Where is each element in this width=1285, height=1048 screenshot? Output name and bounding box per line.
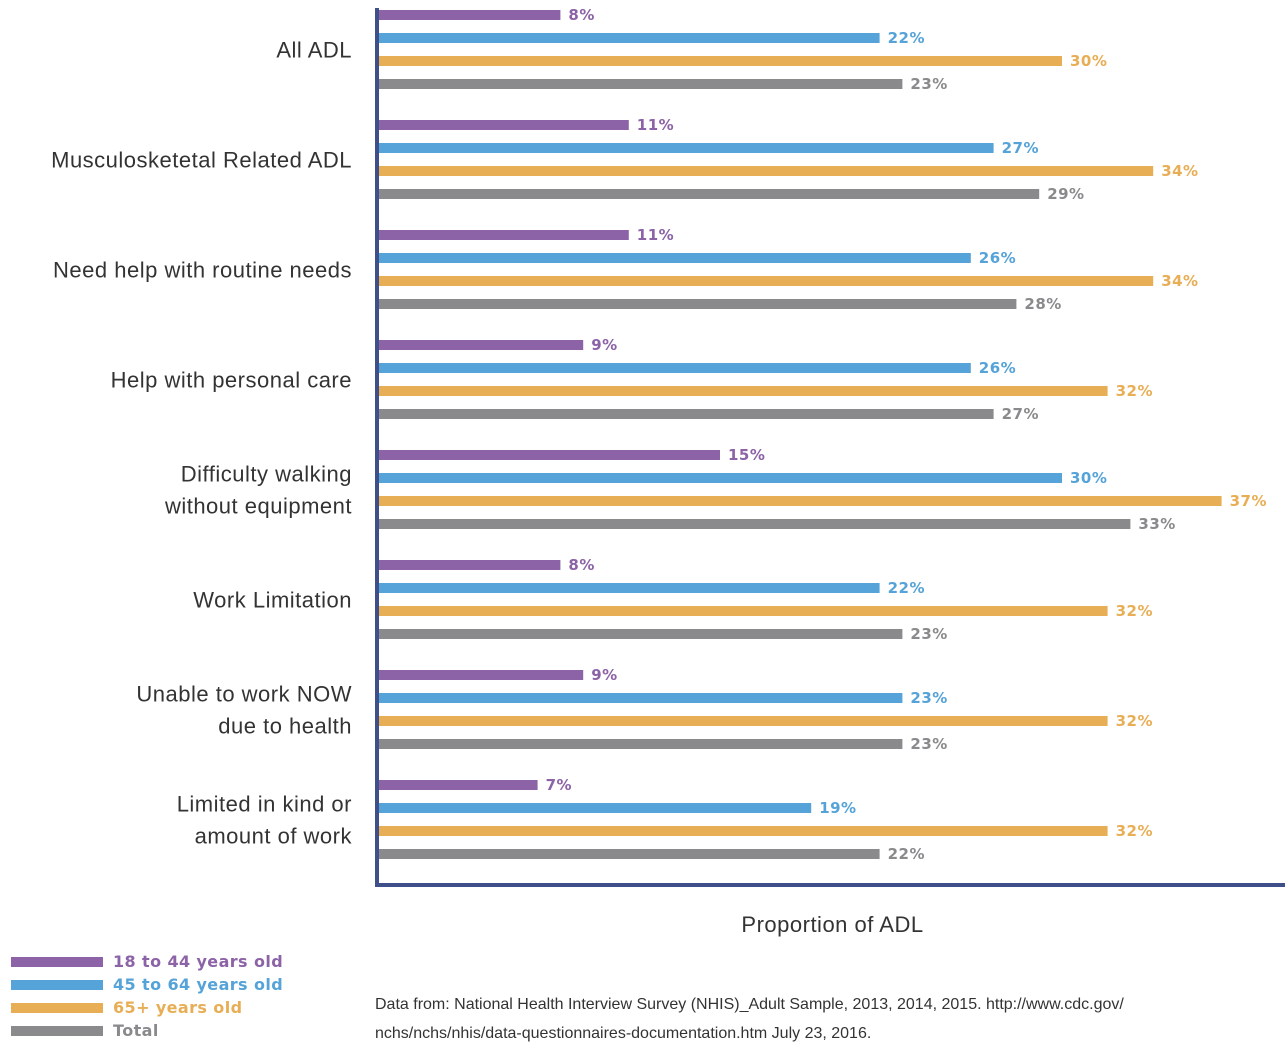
bar: [378, 409, 994, 419]
legend: 18 to 44 years old 45 to 64 years old 65…: [11, 950, 283, 1042]
bar: [378, 560, 561, 570]
data-label: 9%: [591, 336, 617, 354]
bar: [378, 739, 903, 749]
data-label: 32%: [1116, 602, 1153, 620]
category-label: Difficulty walking: [181, 462, 352, 487]
legend-label-45-64: 45 to 64 years old: [113, 975, 284, 994]
bar: [378, 166, 1154, 176]
legend-item-65-plus: 65+ years old: [11, 996, 283, 1019]
bar: [378, 780, 538, 790]
data-label: 8%: [568, 6, 594, 24]
bar: [378, 299, 1017, 309]
legend-swatch-65-plus: [11, 1002, 103, 1013]
category-label: Limited in kind or: [177, 792, 352, 817]
data-label: 27%: [1002, 139, 1039, 157]
data-label: 26%: [979, 359, 1016, 377]
data-label: 22%: [888, 845, 925, 863]
bar: [378, 10, 561, 20]
category-label: Help with personal care: [111, 368, 352, 393]
data-label: 22%: [888, 29, 925, 47]
category-label: Musculosketetal Related ADL: [51, 148, 352, 173]
bar: [378, 606, 1108, 616]
bar: [378, 519, 1131, 529]
data-label: 32%: [1116, 712, 1153, 730]
legend-swatch-total: [11, 1025, 103, 1036]
data-label: 22%: [888, 579, 925, 597]
data-label: 19%: [819, 799, 856, 817]
bar: [378, 826, 1108, 836]
data-label: 34%: [1161, 162, 1198, 180]
bar-chart: All ADL 8% 22% 30% 23% Musculosketetal Relate…: [51, 6, 1285, 887]
data-label: 33%: [1138, 515, 1175, 533]
bar: [378, 670, 584, 680]
bar: [378, 583, 880, 593]
data-label: 7%: [546, 776, 572, 794]
bar: [378, 473, 1062, 483]
legend-swatch-18-44: [11, 956, 103, 967]
data-label: 37%: [1230, 492, 1267, 510]
category-label: All ADL: [276, 38, 352, 63]
data-label: 32%: [1116, 822, 1153, 840]
bar: [378, 716, 1108, 726]
source-line-1: Data from: National Health Interview Sur…: [375, 996, 1124, 1013]
bar: [378, 386, 1108, 396]
bar: [378, 693, 903, 703]
bar: [378, 496, 1222, 506]
source-line-2: nchs/nchs/nhis/data-questionnaires-docum…: [375, 1025, 872, 1042]
x-axis-title: Proportion of ADL: [741, 912, 924, 937]
legend-swatch-45-64: [11, 979, 103, 990]
data-label: 28%: [1024, 295, 1061, 313]
data-label: 32%: [1116, 382, 1153, 400]
legend-item-total: Total: [11, 1019, 283, 1042]
data-label: 8%: [568, 556, 594, 574]
bar: [378, 143, 994, 153]
legend-label-65-plus: 65+ years old: [113, 998, 243, 1017]
category-label: amount of work: [195, 824, 353, 849]
bar: [378, 230, 629, 240]
data-label: 30%: [1070, 52, 1107, 70]
bar: [378, 189, 1040, 199]
category-label: due to health: [218, 714, 352, 739]
bar: [378, 276, 1154, 286]
data-label: 9%: [591, 666, 617, 684]
bar: [378, 79, 903, 89]
bar: [378, 450, 720, 460]
bar: [378, 33, 880, 43]
data-label: 30%: [1070, 469, 1107, 487]
data-label: 23%: [910, 689, 947, 707]
data-label: 23%: [910, 735, 947, 753]
data-label: 23%: [910, 625, 947, 643]
legend-label-18-44: 18 to 44 years old: [113, 952, 284, 971]
legend-item-45-64: 45 to 64 years old: [11, 973, 283, 996]
data-label: 15%: [728, 446, 765, 464]
bar: [378, 849, 880, 859]
bar: [378, 363, 971, 373]
legend-label-total: Total: [113, 1021, 159, 1040]
bar: [378, 629, 903, 639]
category-label: Work Limitation: [193, 588, 352, 613]
category-label: without equipment: [164, 494, 352, 519]
category-label: Unable to work NOW: [136, 682, 352, 707]
data-label: 23%: [910, 75, 947, 93]
bar: [378, 120, 629, 130]
data-label: 26%: [979, 249, 1016, 267]
bar: [378, 340, 584, 350]
category-label: Need help with routine needs: [53, 258, 352, 283]
data-label: 29%: [1047, 185, 1084, 203]
data-label: 11%: [637, 226, 674, 244]
data-label: 27%: [1002, 405, 1039, 423]
source-note: Data from: National Health Interview Sur…: [375, 990, 1275, 1048]
legend-item-18-44: 18 to 44 years old: [11, 950, 283, 973]
bar: [378, 56, 1062, 66]
data-label: 34%: [1161, 272, 1198, 290]
bar: [378, 253, 971, 263]
data-label: 11%: [637, 116, 674, 134]
bar: [378, 803, 812, 813]
